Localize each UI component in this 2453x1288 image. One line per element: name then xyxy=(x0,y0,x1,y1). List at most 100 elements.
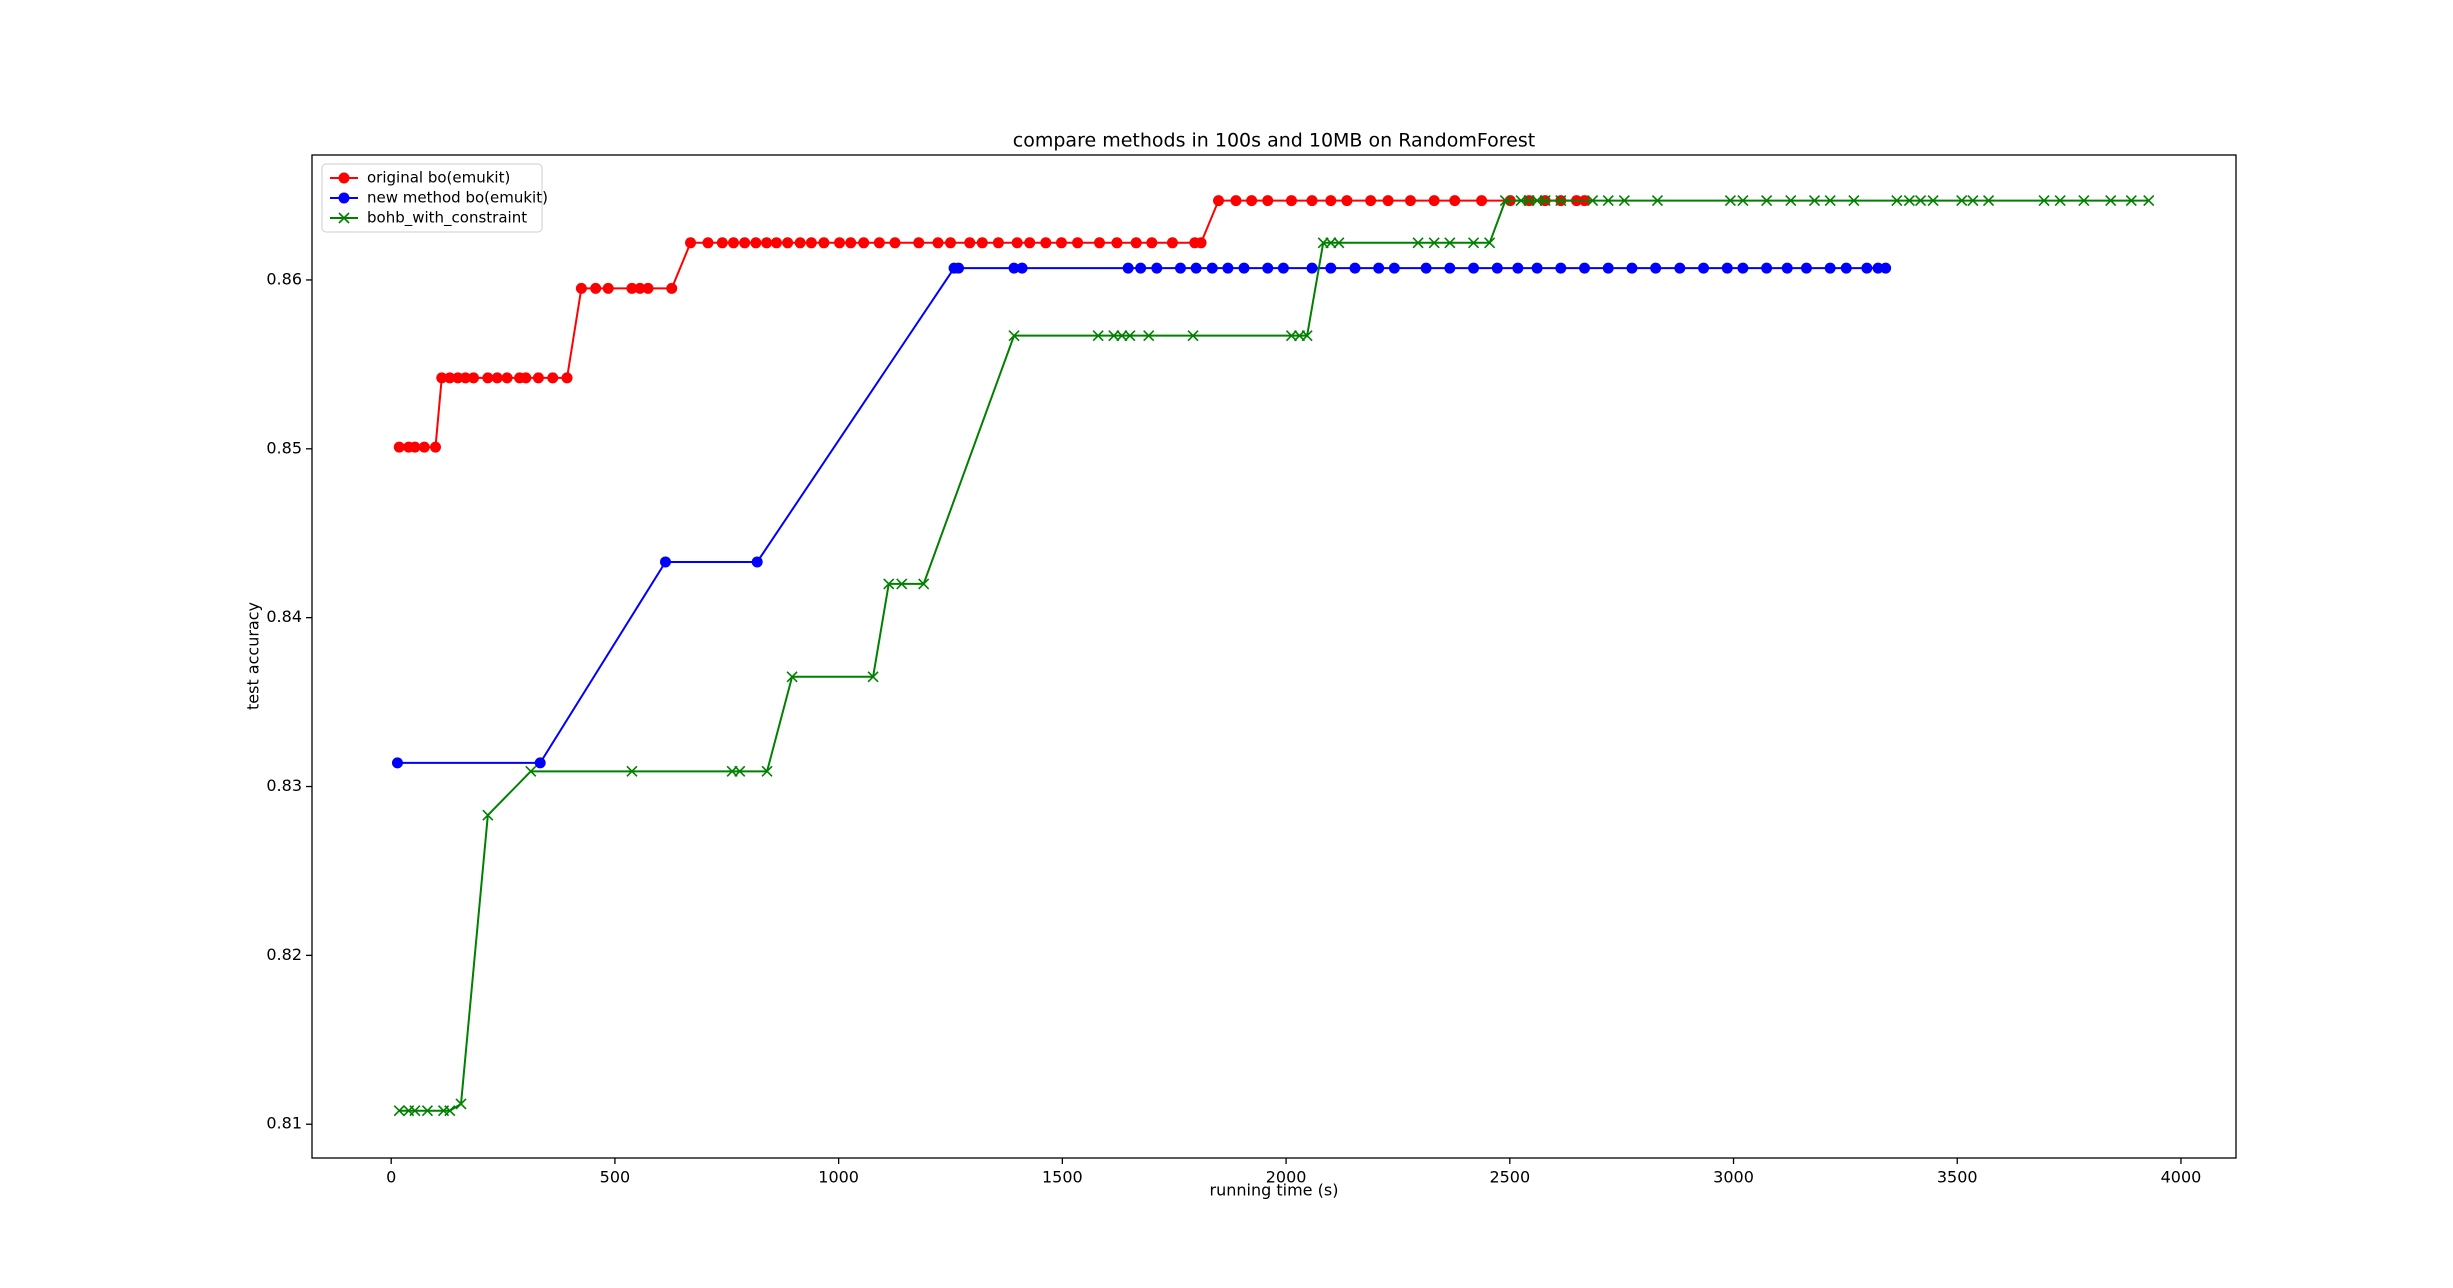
marker xyxy=(1428,237,1440,249)
marker xyxy=(761,765,773,777)
marker xyxy=(1187,330,1199,342)
marker xyxy=(770,237,782,249)
marker xyxy=(501,372,513,384)
marker xyxy=(1468,262,1480,274)
marker xyxy=(1325,237,1337,249)
marker xyxy=(1967,195,1979,207)
marker xyxy=(1143,330,1155,342)
marker xyxy=(834,237,846,249)
marker xyxy=(2054,195,2066,207)
marker xyxy=(1491,262,1503,274)
marker xyxy=(1055,237,1067,249)
y-tick-label: 0.83 xyxy=(266,776,302,795)
x-tick-label: 4000 xyxy=(2161,1168,2202,1187)
marker xyxy=(666,282,678,294)
marker xyxy=(873,237,885,249)
marker xyxy=(1724,195,1736,207)
marker xyxy=(590,282,602,294)
marker xyxy=(421,1105,434,1117)
marker xyxy=(429,441,441,453)
marker xyxy=(532,372,544,384)
marker xyxy=(1880,262,1892,274)
marker xyxy=(459,372,471,384)
marker xyxy=(1761,195,1773,207)
marker xyxy=(1824,195,1836,207)
marker xyxy=(1349,262,1361,274)
marker xyxy=(455,1098,467,1110)
marker xyxy=(918,578,930,590)
marker xyxy=(1539,195,1551,207)
marker xyxy=(1444,237,1456,249)
x-tick-label: 1000 xyxy=(818,1168,859,1187)
marker xyxy=(1111,237,1123,249)
marker xyxy=(1011,237,1023,249)
marker xyxy=(964,237,976,249)
marker xyxy=(1903,195,1915,207)
marker xyxy=(1008,330,1020,342)
marker xyxy=(1555,195,1567,207)
marker xyxy=(992,237,1004,249)
marker xyxy=(1306,195,1318,207)
legend-box xyxy=(321,163,543,233)
x-tick-label: 3000 xyxy=(1713,1168,1754,1187)
x-tick-label: 3500 xyxy=(1937,1168,1978,1187)
marker xyxy=(2078,195,2090,207)
marker xyxy=(750,237,762,249)
marker xyxy=(1531,262,1543,274)
marker xyxy=(1555,262,1567,274)
marker xyxy=(1301,330,1313,342)
marker xyxy=(468,372,480,384)
marker xyxy=(1135,262,1147,274)
marker xyxy=(1761,262,1773,274)
marker xyxy=(1587,195,1599,207)
marker xyxy=(944,237,956,249)
legend-label: original bo(emukit) xyxy=(367,169,510,187)
marker xyxy=(1306,262,1318,274)
marker xyxy=(409,1105,421,1117)
y-tick-label: 0.84 xyxy=(266,607,302,626)
marker xyxy=(818,237,830,249)
marker xyxy=(1108,330,1120,342)
marker xyxy=(436,372,448,384)
marker xyxy=(602,282,614,294)
marker xyxy=(1781,262,1793,274)
legend-label: new method bo(emukit) xyxy=(367,189,548,207)
marker xyxy=(1262,195,1274,207)
marker xyxy=(634,282,646,294)
marker xyxy=(1016,262,1028,274)
marker xyxy=(1365,195,1377,207)
marker xyxy=(976,237,988,249)
marker xyxy=(794,237,806,249)
marker xyxy=(716,237,728,249)
marker xyxy=(1956,195,1968,207)
marker xyxy=(534,757,546,769)
marker xyxy=(1872,262,1884,274)
marker xyxy=(1808,195,1821,207)
marker xyxy=(1072,237,1084,249)
marker xyxy=(1420,262,1432,274)
marker xyxy=(1721,262,1733,274)
marker xyxy=(1213,195,1225,207)
axes-frame xyxy=(311,154,2237,1159)
marker xyxy=(1914,195,1927,207)
marker xyxy=(626,282,638,294)
marker xyxy=(702,237,714,249)
marker xyxy=(1092,330,1104,342)
marker xyxy=(1124,330,1136,342)
marker xyxy=(1333,237,1345,249)
marker xyxy=(561,372,573,384)
marker xyxy=(2125,195,2137,207)
marker xyxy=(409,441,421,453)
marker xyxy=(1523,195,1535,207)
marker xyxy=(786,671,798,683)
marker xyxy=(482,809,494,821)
marker xyxy=(491,372,503,384)
marker xyxy=(1824,262,1836,274)
marker xyxy=(418,441,430,453)
marker xyxy=(1382,195,1394,207)
marker xyxy=(1195,237,1207,249)
marker xyxy=(1428,195,1440,207)
marker xyxy=(391,757,403,769)
marker xyxy=(1130,237,1142,249)
marker xyxy=(1861,262,1873,274)
